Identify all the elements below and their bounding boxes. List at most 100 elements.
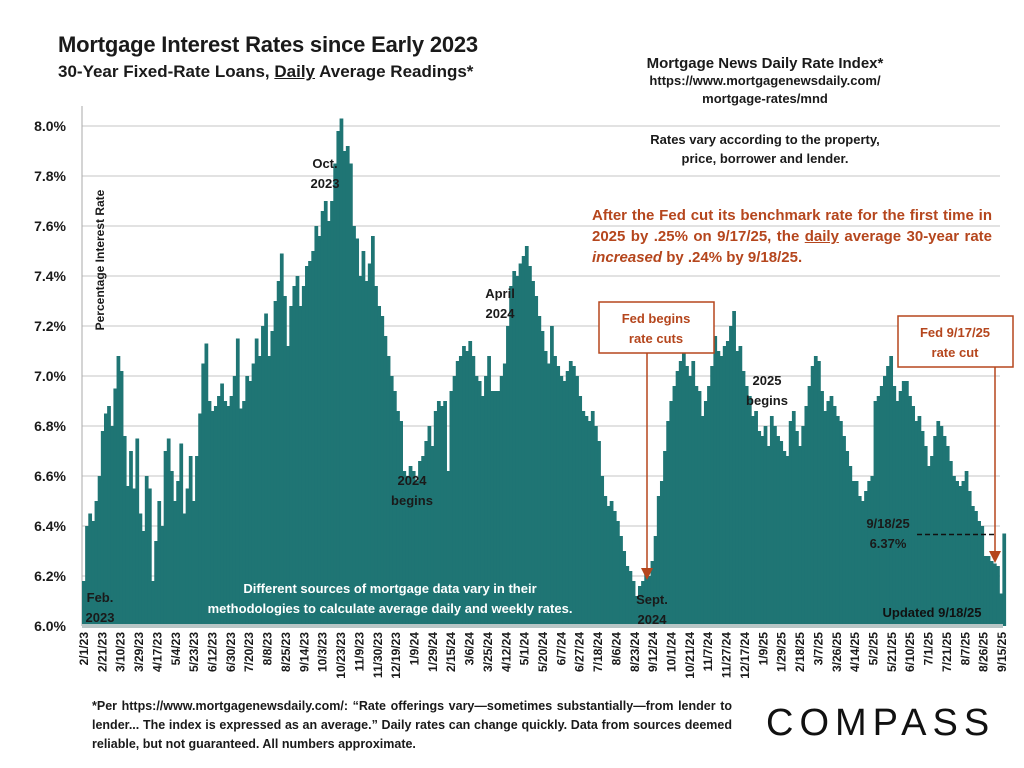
rate-bar bbox=[942, 436, 947, 626]
rate-bar bbox=[810, 366, 815, 626]
x-tick-label: 5/2/25 bbox=[866, 632, 880, 666]
x-tick-label: 2/1/23 bbox=[77, 632, 91, 666]
rate-bar bbox=[298, 306, 303, 626]
rate-bar bbox=[955, 481, 959, 626]
note-underlined: daily bbox=[804, 228, 839, 245]
rate-bar bbox=[103, 413, 108, 626]
rate-bar bbox=[904, 381, 909, 626]
rate-bar bbox=[135, 438, 140, 626]
rate-bar bbox=[974, 511, 978, 626]
rate-bar bbox=[245, 376, 250, 626]
rate-bar bbox=[641, 581, 645, 626]
rate-bar bbox=[455, 361, 460, 626]
x-tick-label: 12/19/23 bbox=[389, 632, 403, 679]
rate-bar bbox=[336, 131, 341, 626]
rate-bar bbox=[983, 556, 988, 626]
x-tick-label: 6/7/24 bbox=[554, 632, 568, 666]
rate-bar bbox=[637, 586, 642, 626]
rate-bar bbox=[911, 406, 916, 626]
rate-bar bbox=[147, 488, 152, 626]
rate-bar bbox=[229, 396, 234, 626]
rate-bar bbox=[402, 471, 407, 626]
rate-bar bbox=[116, 356, 121, 626]
source-box: Mortgage News Daily Rate Index* https://… bbox=[600, 55, 930, 108]
y-tick-label: 7.6% bbox=[34, 218, 66, 234]
source-note: Rates vary according to the property, pr… bbox=[600, 130, 930, 168]
source-title: Mortgage News Daily Rate Index* bbox=[646, 55, 884, 72]
rate-bar bbox=[977, 521, 981, 626]
chart-title: Mortgage Interest Rates since Early 2023 bbox=[58, 32, 478, 57]
rate-bar bbox=[480, 396, 485, 626]
rate-bar bbox=[889, 356, 894, 626]
rate-bar bbox=[141, 531, 146, 626]
rate-bar bbox=[625, 566, 630, 626]
rate-bar bbox=[729, 326, 733, 626]
x-tick-label: 3/10/23 bbox=[114, 632, 128, 672]
rate-bar bbox=[465, 351, 469, 626]
x-tick-label: 5/4/23 bbox=[169, 632, 183, 666]
rate-bar bbox=[908, 396, 912, 626]
rate-bar bbox=[619, 536, 623, 626]
rate-bar bbox=[895, 401, 900, 626]
rate-bar bbox=[813, 356, 818, 626]
compass-logo: COMPASS bbox=[766, 702, 996, 744]
x-tick-label: 10/23/23 bbox=[334, 632, 348, 679]
y-tick-label: 6.6% bbox=[34, 468, 66, 484]
rate-bar bbox=[433, 411, 438, 626]
x-tick-label: 4/17/23 bbox=[150, 632, 164, 672]
x-tick-label: 1/29/25 bbox=[775, 632, 789, 672]
rate-bar bbox=[845, 451, 850, 626]
rate-bar bbox=[232, 376, 237, 626]
source-url-line1: https://www.mortgagenewsdaily.com/ bbox=[649, 73, 881, 88]
rate-bar bbox=[751, 416, 755, 626]
rate-bar bbox=[364, 281, 369, 626]
rate-bar bbox=[556, 366, 561, 626]
rate-bar bbox=[685, 366, 689, 626]
rate-bar bbox=[999, 593, 1003, 626]
rate-bar bbox=[399, 421, 404, 626]
rate-bar bbox=[713, 336, 718, 626]
rate-bar bbox=[477, 381, 482, 626]
rate-bar bbox=[681, 351, 686, 626]
x-tick-label: 8/26/25 bbox=[977, 632, 991, 672]
rate-bar bbox=[499, 376, 504, 626]
rate-bar bbox=[421, 456, 425, 626]
annotation-sept-2024: Sept. bbox=[636, 592, 668, 607]
rate-bar bbox=[744, 386, 749, 626]
x-tick-label: 6/10/25 bbox=[903, 632, 917, 672]
annotation-april-2024: 2024 bbox=[486, 306, 516, 321]
rate-bar bbox=[757, 431, 762, 626]
rate-bar bbox=[562, 381, 567, 626]
x-tick-label: 11/9/23 bbox=[352, 632, 366, 672]
rate-bar bbox=[867, 481, 872, 626]
rate-bar bbox=[763, 426, 768, 626]
x-tick-label: 3/6/24 bbox=[463, 632, 477, 666]
rate-bar bbox=[861, 501, 865, 626]
x-tick-label: 1/29/24 bbox=[426, 632, 440, 672]
rate-bar bbox=[509, 286, 513, 626]
rate-bar bbox=[647, 576, 652, 626]
rate-bar bbox=[795, 431, 799, 626]
note-part1: After the Fed cut its benchmark rate for… bbox=[592, 207, 992, 245]
rate-bar bbox=[160, 526, 165, 626]
rate-bar bbox=[125, 486, 130, 626]
rate-bar bbox=[801, 426, 806, 626]
rate-bar bbox=[267, 356, 272, 626]
rate-bar bbox=[213, 406, 218, 626]
rate-bar bbox=[323, 201, 328, 626]
rate-bar bbox=[220, 383, 224, 626]
rate-bar bbox=[578, 396, 583, 626]
rate-bar bbox=[163, 451, 168, 626]
x-tick-label: 5/23/23 bbox=[187, 632, 201, 672]
note-part2: average 30-year rate bbox=[838, 228, 993, 245]
x-tick-label: 2/18/25 bbox=[793, 632, 807, 672]
x-tick-label: 9/14/23 bbox=[297, 632, 311, 672]
rate-bar bbox=[484, 376, 488, 626]
rate-bar bbox=[876, 396, 881, 626]
rate-bar bbox=[279, 253, 284, 626]
rate-bar bbox=[173, 501, 177, 626]
rate-bar bbox=[100, 431, 105, 626]
x-tick-label: 2/15/24 bbox=[444, 632, 458, 672]
rate-bar bbox=[788, 421, 793, 626]
